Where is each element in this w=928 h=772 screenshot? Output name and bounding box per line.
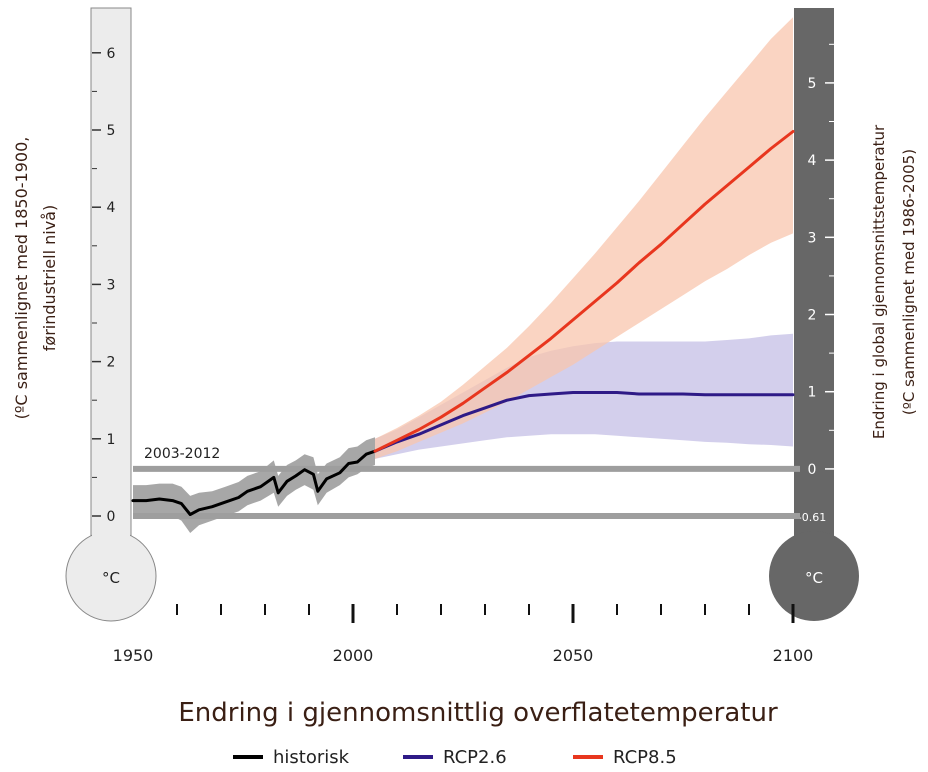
right-tick-label: 1 (808, 385, 817, 401)
left-tick-label: 3 (107, 277, 116, 293)
right-axis-label-line1: Endring i global gjennomsnittstemperatur (870, 124, 888, 439)
left-tick-label: 2 (107, 355, 116, 371)
x-tick-label: 2000 (333, 646, 374, 665)
x-tick-label: 2050 (553, 646, 594, 665)
chart-title: Endring i gjennomsnittlig overflatetempe… (178, 698, 778, 728)
period-label: 2003-2012 (144, 446, 220, 462)
right-axis-label-line2: (ºC sammenlignet med 1986-2005) (900, 149, 918, 415)
right-thermometer-unit: °C (805, 569, 823, 587)
legend-label: historisk (273, 747, 350, 768)
left-axis-label-line2: førindustriell nivå) (40, 205, 59, 351)
left-tick-label: 6 (107, 46, 116, 62)
left-thermometer-unit: °C (102, 569, 120, 587)
legend: historisk RCP2.6 RCP8.5 (233, 747, 677, 768)
x-tick-label: 1950 (113, 646, 154, 665)
right-tick-label: 5 (808, 76, 817, 92)
left-thermometer: °C (66, 8, 156, 621)
right-tick-label: 2 (808, 308, 817, 324)
x-axis-ticks: 1950 2000 2050 2100 (113, 604, 814, 665)
left-tick-label: 0 (107, 509, 116, 525)
right-tick-label: 3 (808, 230, 817, 246)
left-tick-label: 5 (107, 123, 116, 139)
legend-label: RCP2.6 (443, 747, 507, 768)
right-tick-label: -0.61 (798, 511, 826, 524)
legend-label: RCP8.5 (613, 747, 677, 768)
left-tick-label: 1 (107, 432, 116, 448)
x-tick-label: 2100 (773, 646, 814, 665)
right-tick-label: 0 (808, 462, 817, 478)
left-tick-label: 4 (107, 200, 116, 216)
right-tick-label: 4 (808, 153, 817, 169)
uncertainty-bands (133, 17, 793, 533)
left-axis-label-line1: (ºC sammenlignet med 1850-1900, (12, 137, 31, 420)
